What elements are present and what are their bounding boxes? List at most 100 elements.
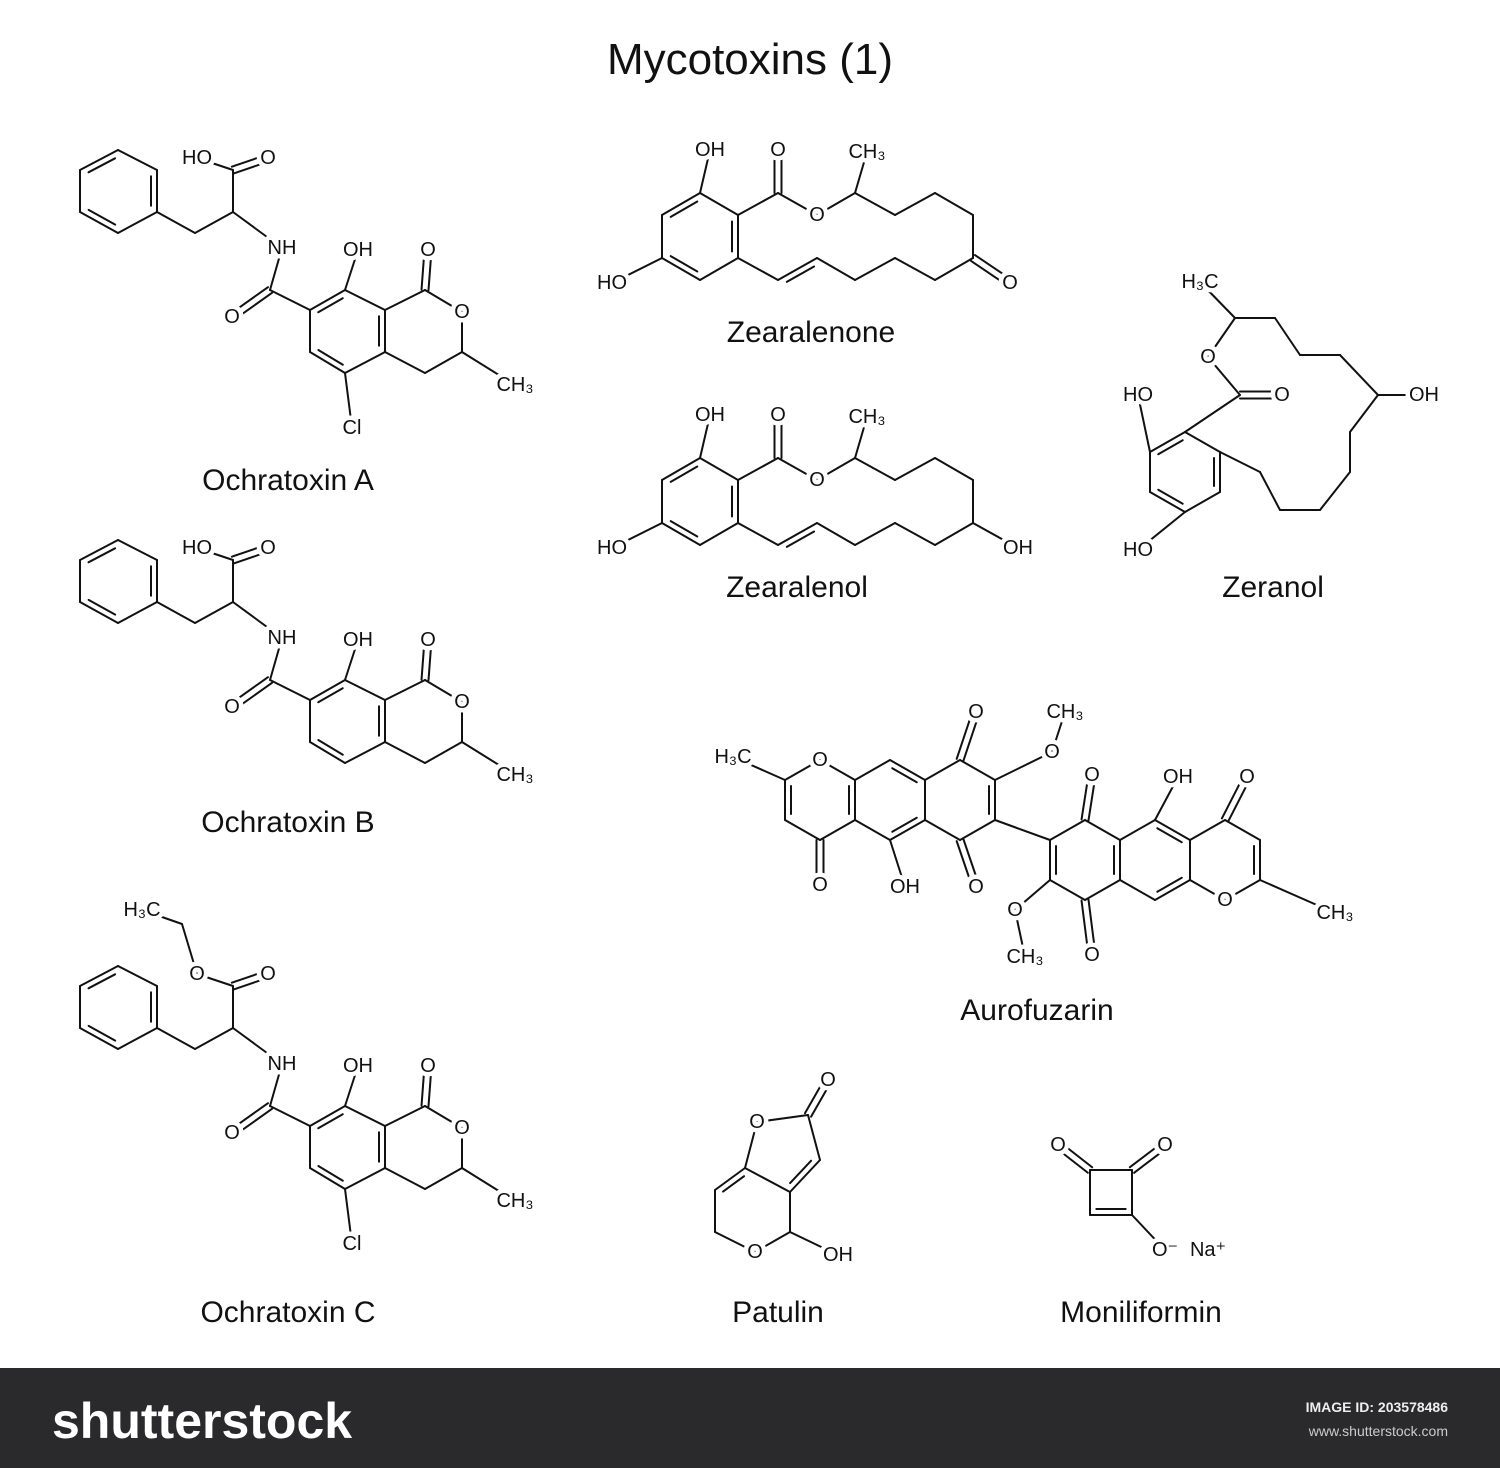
bond bbox=[754, 1231, 791, 1253]
bond bbox=[934, 522, 974, 546]
bond bbox=[816, 522, 856, 546]
bond bbox=[699, 522, 739, 546]
bond bbox=[924, 759, 961, 781]
bond bbox=[79, 149, 119, 171]
bond bbox=[756, 1114, 809, 1123]
atom-label: O bbox=[809, 469, 825, 491]
footer-bar bbox=[0, 1368, 1500, 1468]
atom-label: OH bbox=[343, 239, 373, 261]
bond bbox=[807, 1114, 821, 1161]
atom-label: OH bbox=[695, 139, 725, 161]
bond bbox=[1259, 471, 1281, 511]
bond bbox=[228, 676, 269, 706]
bond bbox=[777, 257, 818, 281]
bond bbox=[854, 759, 891, 781]
atom-label: O bbox=[1002, 272, 1018, 294]
bond bbox=[661, 457, 701, 481]
bond bbox=[789, 1159, 821, 1193]
bond bbox=[744, 1121, 758, 1169]
bond bbox=[816, 257, 856, 281]
bond bbox=[1199, 281, 1236, 319]
molecule-name: Ochratoxin A bbox=[202, 464, 374, 497]
bond bbox=[994, 819, 1051, 841]
atom-label: CH₃ bbox=[1006, 946, 1043, 968]
atom-label: OH bbox=[890, 876, 920, 898]
bond bbox=[784, 759, 821, 781]
atom-label: O bbox=[1239, 766, 1255, 788]
atom-label: O bbox=[260, 963, 276, 985]
bond bbox=[344, 351, 386, 374]
bond bbox=[1049, 819, 1086, 841]
atom-label: CH₃ bbox=[496, 374, 533, 396]
bond bbox=[424, 741, 463, 764]
bond bbox=[1259, 879, 1336, 914]
atom-label: O bbox=[747, 1241, 763, 1263]
atom-label: O bbox=[224, 306, 240, 328]
bond bbox=[854, 522, 896, 546]
bond bbox=[1184, 394, 1241, 433]
bond bbox=[269, 247, 283, 291]
bond bbox=[1220, 774, 1245, 820]
bond bbox=[230, 153, 268, 168]
bond bbox=[894, 257, 936, 281]
bond bbox=[384, 289, 426, 311]
bond bbox=[1349, 394, 1379, 433]
atom-label: Cl bbox=[343, 417, 362, 439]
bond bbox=[803, 1077, 826, 1115]
bond bbox=[317, 687, 344, 704]
bond bbox=[424, 351, 463, 374]
molecule-name: Ochratoxin B bbox=[201, 806, 374, 839]
bond bbox=[344, 1105, 386, 1127]
bond bbox=[420, 1064, 426, 1107]
bond bbox=[384, 741, 426, 764]
bond bbox=[784, 819, 821, 841]
bond bbox=[181, 923, 198, 975]
bond bbox=[816, 192, 856, 216]
bond bbox=[1156, 827, 1183, 844]
atom-label: O bbox=[1157, 1134, 1173, 1156]
bond bbox=[230, 969, 268, 984]
bond bbox=[384, 351, 426, 374]
bond bbox=[420, 638, 426, 681]
bond bbox=[1059, 1141, 1094, 1169]
atom-label: O bbox=[820, 1069, 836, 1091]
molecule-name: Patulin bbox=[732, 1296, 824, 1329]
bond bbox=[309, 679, 346, 701]
atom-label: OH bbox=[823, 1244, 853, 1266]
atom-label: O bbox=[454, 691, 470, 713]
bond bbox=[1189, 819, 1226, 841]
atom-label: HO bbox=[1123, 384, 1153, 406]
bond bbox=[196, 547, 234, 561]
bond bbox=[269, 679, 311, 701]
bond bbox=[889, 819, 926, 841]
bond bbox=[1131, 1214, 1166, 1251]
bond bbox=[737, 457, 779, 481]
bond bbox=[1219, 451, 1261, 473]
bond bbox=[699, 414, 711, 459]
bond bbox=[699, 149, 711, 194]
bond bbox=[1184, 491, 1221, 513]
bond bbox=[232, 601, 283, 639]
bond bbox=[1014, 909, 1026, 958]
bond bbox=[962, 712, 981, 763]
bond bbox=[732, 756, 786, 781]
bond bbox=[891, 767, 918, 784]
molecule: O O NH O OH O O CH₃ Cl H₃C Ochratoxin C bbox=[79, 895, 538, 1329]
bond bbox=[1137, 394, 1151, 453]
bond bbox=[669, 520, 699, 538]
bond bbox=[1149, 431, 1186, 453]
bond bbox=[233, 681, 274, 711]
bond bbox=[777, 457, 818, 481]
atom-label: H₃C bbox=[123, 899, 160, 921]
bond bbox=[924, 819, 961, 841]
bond bbox=[1157, 439, 1184, 456]
atom-label: O⁻ bbox=[1152, 1239, 1178, 1261]
bond bbox=[962, 837, 981, 887]
bond bbox=[1080, 773, 1090, 821]
bond bbox=[194, 601, 234, 624]
bond bbox=[269, 1105, 311, 1127]
bond bbox=[1051, 711, 1066, 753]
bond bbox=[854, 416, 868, 459]
bond bbox=[1014, 879, 1051, 911]
bond bbox=[1087, 898, 1097, 956]
